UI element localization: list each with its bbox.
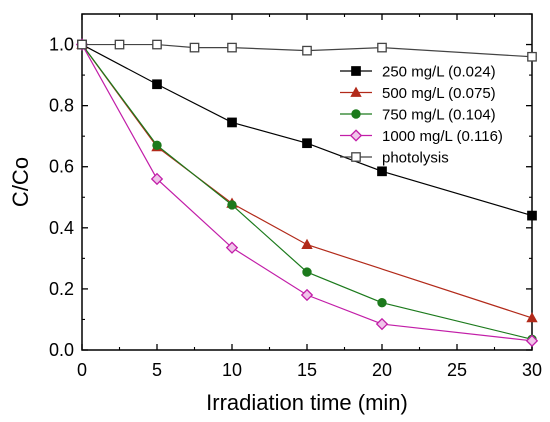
legend-label: 750 mg/L (0.104) [382, 107, 496, 124]
data-point [302, 267, 312, 277]
x-tick-label: 25 [447, 360, 467, 380]
legend-label: 250 mg/L (0.024) [382, 64, 496, 81]
data-point [227, 200, 237, 210]
data-point [152, 79, 162, 90]
data-point [300, 288, 314, 302]
y-tick-label: 0.4 [49, 218, 74, 238]
legend-marker [350, 86, 362, 97]
legend-label: 1000 mg/L (0.116) [382, 128, 503, 145]
series-line [82, 43, 533, 58]
x-tick-label: 10 [222, 360, 242, 380]
data-point [377, 166, 387, 177]
data-point [377, 42, 387, 53]
data-point [227, 42, 237, 53]
legend-label: photolysis [382, 150, 449, 167]
x-tick-label: 30 [522, 360, 542, 380]
series-line [81, 44, 533, 217]
data-point [301, 238, 313, 249]
x-axis-title: Irradiation time (min) [206, 390, 408, 415]
x-tick-label: 0 [77, 360, 87, 380]
legend: 250 mg/L (0.024) 500 mg/L (0.075) 750 mg/L… [340, 64, 503, 167]
legend-marker [349, 129, 363, 142]
data-point [152, 140, 162, 151]
legend-marker [351, 66, 361, 76]
axis-ticks [81, 13, 533, 351]
data-point [114, 39, 125, 50]
tick-labels: 0 5 10 15 20 25 30 0.0 0.2 0.4 0.6 0.8 1.0 [49, 35, 542, 380]
legend-entry: photolysis [340, 150, 449, 167]
data-point [375, 317, 389, 331]
series-4 [75, 38, 539, 348]
data-point [526, 312, 538, 323]
y-tick-label: 0.0 [49, 340, 74, 360]
series-5 [77, 39, 537, 62]
series-line [81, 44, 533, 340]
x-tick-label: 20 [372, 360, 392, 380]
y-tick-label: 0.6 [49, 157, 74, 177]
data-point [77, 39, 87, 50]
series-2 [76, 38, 538, 323]
x-tick-label: 5 [152, 360, 162, 380]
data-point [150, 172, 164, 186]
legend-marker [351, 152, 361, 162]
data-point [302, 138, 312, 149]
y-tick-label: 0.8 [49, 96, 74, 116]
data-point [377, 297, 387, 308]
data-point [189, 42, 200, 53]
y-tick-label: 1.0 [49, 35, 74, 55]
y-axis-title: C/Co [8, 157, 33, 207]
data-point [525, 334, 539, 348]
legend-label: 500 mg/L (0.075) [382, 85, 496, 102]
y-tick-label: 0.2 [49, 279, 74, 299]
legend-entry: 250 mg/L (0.024) [340, 64, 496, 81]
x-tick-label: 15 [297, 360, 317, 380]
data-point [225, 241, 239, 254]
legend-entry: 1000 mg/L (0.116) [340, 128, 503, 145]
legend-marker [351, 109, 361, 119]
legend-entry: 750 mg/L (0.104) [340, 107, 496, 124]
data-point [152, 39, 162, 50]
data-point [527, 51, 537, 62]
series-line [81, 44, 533, 342]
legend-entry: 500 mg/L (0.075) [340, 85, 496, 102]
data-point [302, 45, 312, 56]
data-point [527, 210, 537, 221]
data-point [227, 117, 237, 128]
series-layer [75, 38, 539, 348]
